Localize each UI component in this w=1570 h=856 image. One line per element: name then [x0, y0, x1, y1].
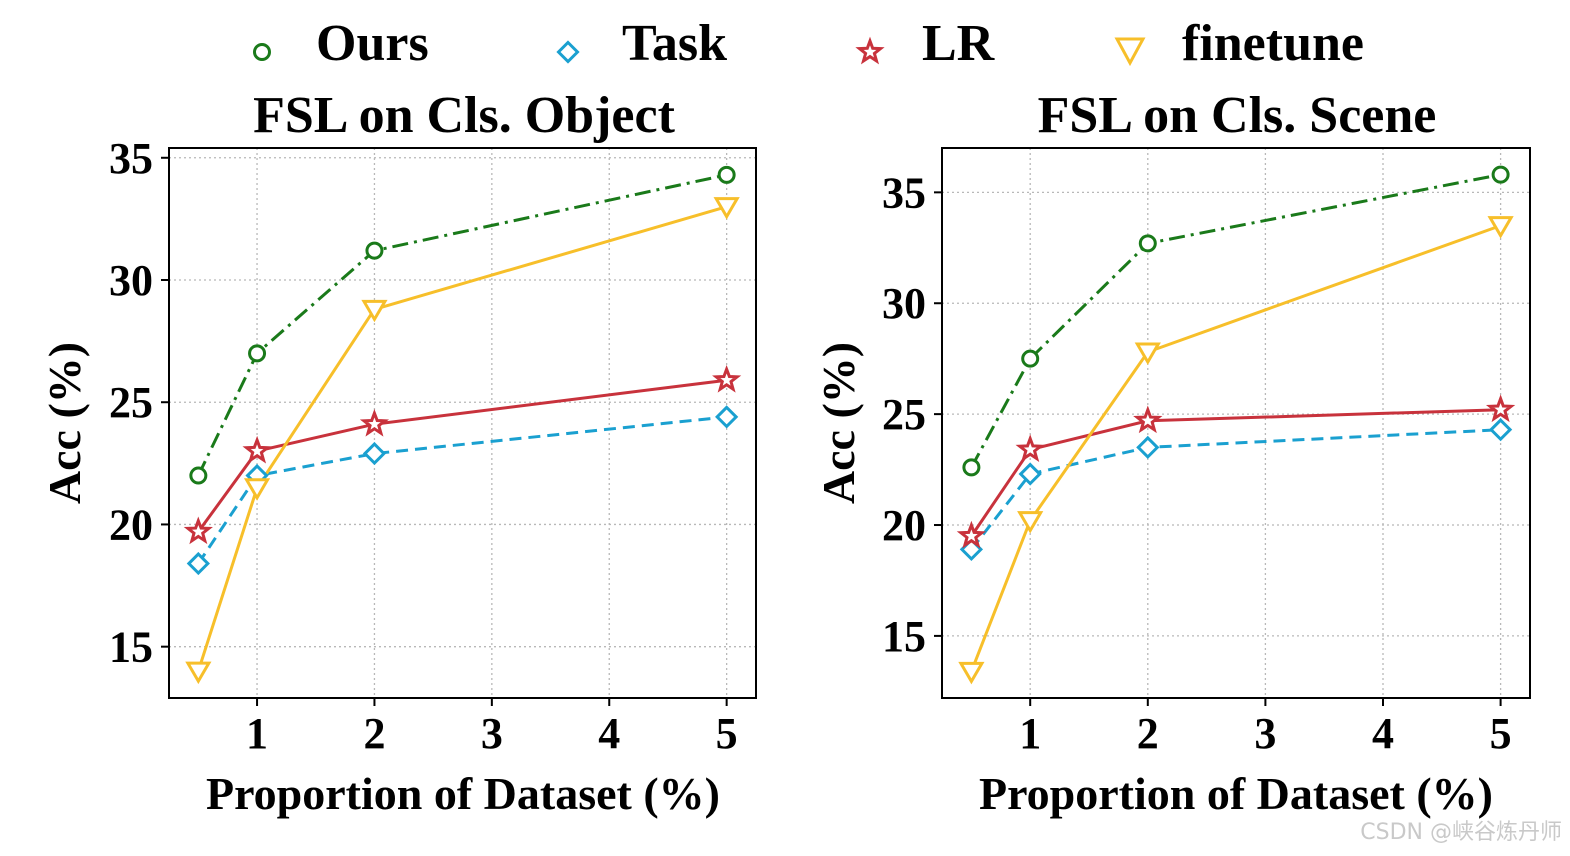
y-tick-label: 35	[109, 134, 153, 183]
y-tick-label: 25	[109, 378, 153, 427]
point-finetune	[1487, 216, 1514, 239]
point-task	[362, 441, 387, 466]
legend: Ours Task LR finetune	[253, 15, 1364, 72]
point-finetune	[1134, 342, 1161, 366]
point-ours	[189, 466, 208, 485]
series-line-ours	[970, 173, 1501, 469]
legend-marker-ours	[253, 43, 271, 61]
x-tick-label: 2	[1137, 709, 1159, 758]
legend-label-task: Task	[622, 15, 727, 72]
point-task	[1136, 435, 1160, 460]
point-ours	[1021, 349, 1040, 368]
y-tick-label: 25	[882, 390, 926, 439]
y-axis-label: Acc (%)	[813, 342, 864, 504]
point-task	[186, 551, 210, 576]
point-lr	[1485, 394, 1516, 423]
point-lr	[712, 364, 742, 393]
legend-marker-finetune	[1114, 37, 1146, 67]
legend-label-lr: LR	[922, 15, 996, 72]
point-finetune	[958, 661, 985, 685]
point-lr	[1015, 434, 1045, 462]
chart-scene: FSL on Cls. Scene 1 2 3 4 5 15 20 25 30 35 Propor…	[813, 87, 1531, 819]
point-task	[715, 405, 739, 429]
legend-marker-lr	[855, 36, 885, 65]
legend-marker-task	[556, 40, 580, 64]
series-line-finetune	[196, 205, 728, 672]
axes-frame	[941, 147, 1531, 699]
point-finetune	[185, 661, 212, 685]
y-tick-label: 15	[882, 612, 926, 661]
point-lr	[956, 520, 987, 549]
legend-label-finetune: finetune	[1182, 15, 1364, 72]
y-tick-label: 35	[882, 168, 926, 217]
y-axis-label: Acc (%)	[39, 342, 90, 504]
series-line-task	[970, 428, 1501, 551]
chart-title: FSL on Cls. Scene	[1038, 87, 1437, 144]
y-tick-label: 30	[109, 256, 153, 305]
point-ours	[365, 241, 384, 260]
y-tick-label: 30	[882, 279, 926, 328]
x-axis-label: Proportion of Dataset (%)	[206, 768, 720, 819]
y-tick-label: 15	[109, 623, 153, 672]
point-ours	[962, 458, 981, 477]
point-task	[1018, 462, 1042, 486]
point-task	[1488, 418, 1513, 442]
series-line-lr	[970, 408, 1501, 537]
series-line-task	[197, 415, 727, 565]
y-tick-label: 20	[882, 501, 926, 550]
x-tick-label: 4	[598, 709, 620, 758]
point-finetune	[243, 478, 271, 501]
point-ours	[1138, 234, 1157, 253]
chart-object: FSL on Cls. Object 1 2 3 4 5 15 20 25 30 35 Propo…	[39, 87, 757, 819]
point-ours	[1491, 165, 1510, 184]
ticks: 1 2 3 4 5 15 20 25 30 35	[882, 168, 1512, 758]
grid	[942, 148, 1530, 698]
plot-area	[956, 165, 1516, 685]
watermark: CSDN @峡谷炼丹师	[1360, 820, 1562, 845]
x-tick-label: 1	[1019, 709, 1041, 758]
x-axis-label: Proportion of Dataset (%)	[979, 768, 1493, 819]
point-finetune	[713, 197, 740, 220]
chart-title: FSL on Cls. Object	[253, 87, 675, 144]
point-ours	[248, 344, 267, 363]
point-ours	[717, 165, 736, 184]
x-tick-label: 3	[1254, 709, 1276, 758]
point-lr	[359, 408, 390, 437]
x-tick-label: 4	[1372, 709, 1394, 758]
series-line-lr	[197, 378, 727, 533]
x-tick-label: 1	[246, 709, 268, 758]
point-lr	[242, 435, 272, 464]
y-tick-label: 20	[109, 500, 153, 549]
series-line-finetune	[970, 224, 1502, 672]
point-finetune	[1017, 511, 1044, 534]
x-tick-label: 5	[1490, 709, 1512, 758]
x-tick-label: 5	[716, 709, 738, 758]
x-tick-label: 2	[363, 709, 385, 758]
legend-label-ours: Ours	[316, 15, 429, 72]
point-lr	[1133, 405, 1163, 434]
x-tick-label: 3	[481, 709, 503, 758]
series-line-ours	[196, 173, 727, 477]
plot-area	[183, 165, 742, 685]
axes-frame	[168, 147, 757, 699]
point-finetune	[361, 299, 388, 323]
ticks: 1 2 3 4 5 15 20 25 30 35	[109, 134, 738, 758]
point-lr	[183, 516, 213, 545]
